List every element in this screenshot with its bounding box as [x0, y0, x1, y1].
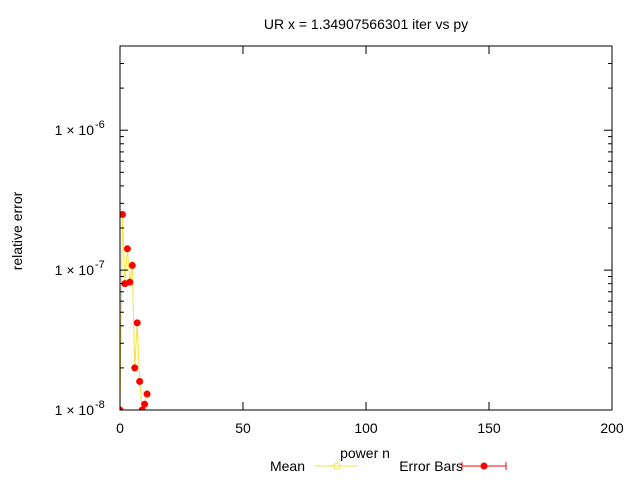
legend-label-mean: Mean	[270, 458, 305, 474]
point-error-bars-3	[123, 245, 131, 253]
x-tick-label-2: 100	[354, 420, 378, 436]
legend-marker-error-bars	[480, 462, 488, 470]
point-error-bars-10	[141, 400, 149, 408]
plot-frame	[119, 45, 613, 411]
y-tick-label-0: 1 × 10	[55, 402, 95, 418]
point-error-bars-0	[120, 406, 124, 410]
point-error-bars-8	[136, 377, 144, 385]
series-layer	[120, 210, 151, 410]
y-tick-label-1: 1 × 10	[55, 262, 95, 278]
point-error-bars-11	[143, 390, 151, 398]
x-tick-label-1: 50	[235, 420, 251, 436]
y-tick-label-2: 1 × 10	[55, 122, 95, 138]
x-tick-label-4: 200	[600, 420, 624, 436]
point-error-bars-4	[126, 278, 134, 286]
x-tick-label-0: 0	[116, 420, 124, 436]
series-clip-group	[120, 210, 151, 410]
x-tick-label-3: 150	[477, 420, 501, 436]
point-error-bars-5	[128, 261, 136, 269]
legend-marker-mean	[333, 462, 341, 470]
point-error-bars-7	[133, 319, 141, 327]
point-error-bars-6	[131, 364, 139, 372]
y-axis-label: relative error	[9, 191, 25, 270]
y-tick-label-exp-0: -8	[95, 399, 105, 411]
chart-title: UR x = 1.34907566301 iter vs py	[264, 16, 468, 32]
legend-label-error-bars: Error Bars	[399, 458, 463, 474]
y-tick-label-exp-1: -7	[95, 259, 105, 271]
y-tick-label-exp-2: -6	[95, 119, 105, 131]
x-axis-label: power n	[340, 445, 390, 461]
legend: Mean Error Bars	[270, 458, 507, 474]
point-error-bars-1	[120, 210, 126, 218]
